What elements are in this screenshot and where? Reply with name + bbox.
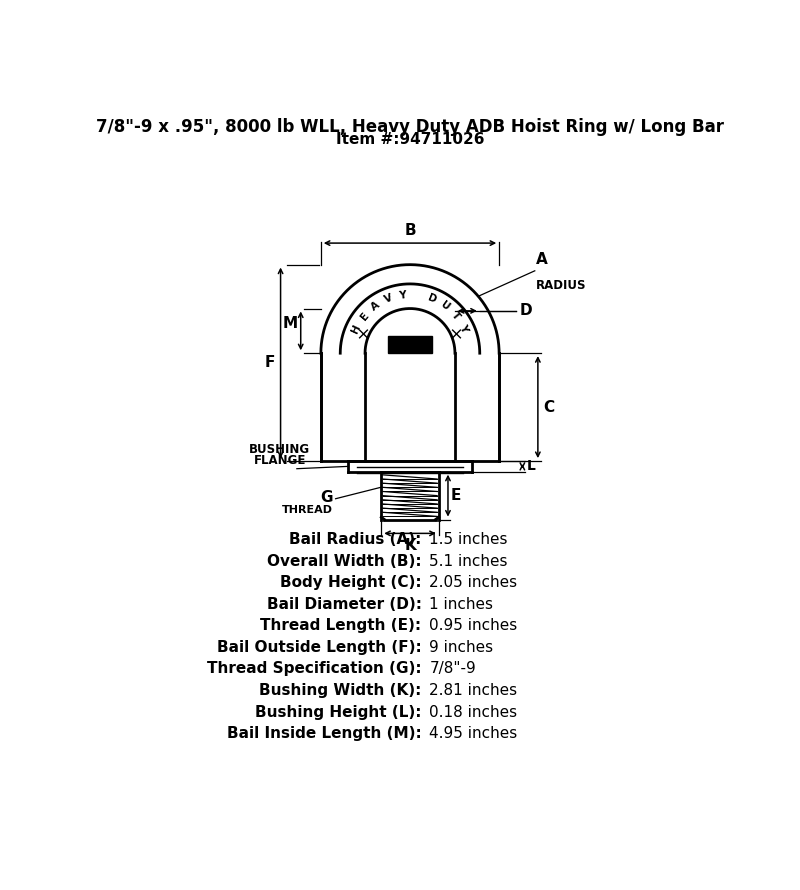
Text: Thread Specification (G):: Thread Specification (G): — [207, 661, 422, 676]
Text: FLANGE: FLANGE — [254, 454, 306, 467]
Text: Item #:94711026: Item #:94711026 — [336, 133, 484, 147]
Text: 7/8"-9 x .95", 8000 lb WLL, Heavy Duty ADB Hoist Ring w/ Long Bar: 7/8"-9 x .95", 8000 lb WLL, Heavy Duty A… — [96, 118, 724, 136]
Text: E: E — [358, 310, 370, 322]
Text: Bail Inside Length (M):: Bail Inside Length (M): — [227, 726, 422, 741]
Text: Thread Length (E):: Thread Length (E): — [261, 619, 422, 634]
Text: 4.95 inches: 4.95 inches — [430, 726, 518, 741]
Text: 1.5 inches: 1.5 inches — [430, 532, 508, 547]
Text: Bail Outside Length (F):: Bail Outside Length (F): — [217, 640, 422, 655]
Text: T: T — [450, 310, 462, 322]
Text: Overall Width (B):: Overall Width (B): — [267, 554, 422, 569]
Text: 2.05 inches: 2.05 inches — [430, 575, 518, 590]
Bar — [388, 336, 432, 353]
Text: H: H — [350, 322, 363, 335]
Text: Y: Y — [458, 323, 470, 334]
Text: E: E — [451, 488, 462, 503]
Text: U: U — [438, 299, 451, 312]
Text: L: L — [526, 459, 535, 473]
Text: M: M — [282, 316, 298, 331]
Text: Bail Radius (A):: Bail Radius (A): — [290, 532, 422, 547]
Text: Bushing Width (K):: Bushing Width (K): — [259, 683, 422, 698]
Text: Y: Y — [398, 290, 407, 301]
Text: 9 inches: 9 inches — [430, 640, 494, 655]
Text: 0.95 inches: 0.95 inches — [430, 619, 518, 634]
Text: Bushing Height (L):: Bushing Height (L): — [255, 705, 422, 719]
Text: 5.1 inches: 5.1 inches — [430, 554, 508, 569]
Text: 1 inches: 1 inches — [430, 596, 494, 611]
Text: A: A — [369, 300, 382, 312]
Text: Bail Diameter (D):: Bail Diameter (D): — [266, 596, 422, 611]
Text: A: A — [536, 252, 548, 267]
Text: D: D — [519, 303, 532, 319]
Text: 0.18 inches: 0.18 inches — [430, 705, 518, 719]
Text: B: B — [404, 223, 416, 239]
Text: G: G — [320, 490, 333, 505]
Text: V: V — [382, 293, 394, 305]
Text: F: F — [265, 355, 275, 370]
Text: THREAD: THREAD — [282, 505, 333, 514]
Text: RADIUS: RADIUS — [536, 279, 587, 292]
Text: 2.81 inches: 2.81 inches — [430, 683, 518, 698]
Text: Body Height (C):: Body Height (C): — [280, 575, 422, 590]
Text: K: K — [404, 538, 416, 553]
Text: BUSHING: BUSHING — [250, 443, 310, 457]
Text: C: C — [543, 400, 554, 415]
Text: 7/8"-9: 7/8"-9 — [430, 661, 476, 676]
Text: D: D — [426, 293, 438, 305]
